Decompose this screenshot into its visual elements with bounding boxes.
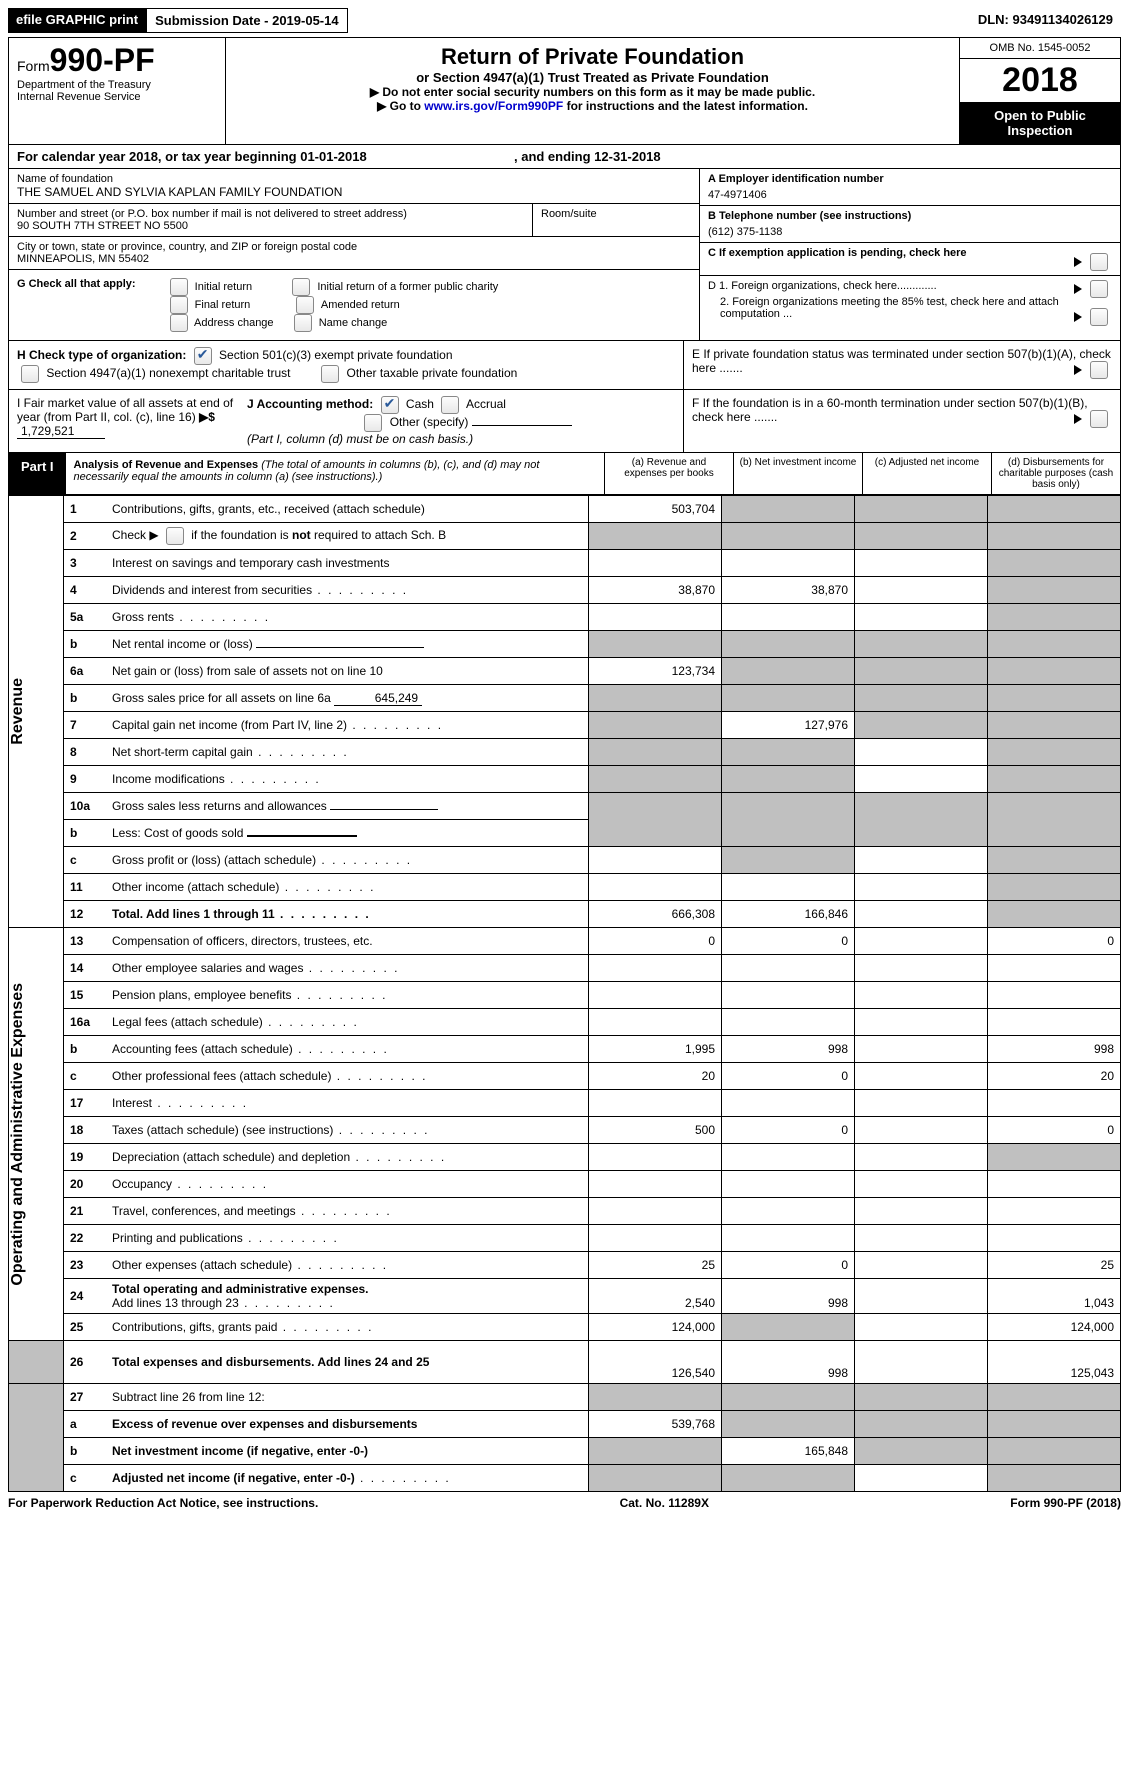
open-to-public: Open to Public Inspection (960, 102, 1120, 144)
instructions-link-line: ▶ Go to www.irs.gov/Form990PF for instru… (232, 99, 953, 113)
address-change-checkbox[interactable] (170, 314, 188, 332)
initial-return-former-checkbox[interactable] (292, 278, 310, 296)
cash-checkbox[interactable] (381, 396, 399, 414)
part-1-header: Part I Analysis of Revenue and Expenses … (8, 453, 1121, 495)
catalog-number: Cat. No. 11289X (620, 1496, 709, 1510)
exemption-pending-checkbox[interactable] (1090, 253, 1108, 271)
i-prefix: ▶$ (199, 410, 215, 424)
f-label: F If the foundation is in a 60-month ter… (692, 396, 1088, 424)
col-c-header: (c) Adjusted net income (862, 453, 991, 494)
omb-number: OMB No. 1545-0052 (960, 38, 1120, 59)
d2-label: 2. Foreign organizations meeting the 85%… (720, 296, 1059, 320)
dept-treasury: Department of the Treasury (17, 79, 217, 91)
form-title: Return of Private Foundation (232, 44, 953, 70)
revenue-side-label: Revenue (9, 678, 27, 745)
60-month-checkbox[interactable] (1090, 410, 1108, 428)
501c3-checkbox[interactable] (194, 347, 212, 365)
accrual-checkbox[interactable] (441, 396, 459, 414)
sch-b-checkbox[interactable] (166, 527, 184, 545)
name-change-checkbox[interactable] (294, 314, 312, 332)
page-footer: For Paperwork Reduction Act Notice, see … (8, 1492, 1121, 1514)
expenses-side-label: Operating and Administrative Expenses (9, 983, 27, 1286)
ssn-warning: ▶ Do not enter social security numbers o… (232, 85, 953, 99)
irs-label: Internal Revenue Service (17, 91, 217, 103)
foundation-name-label: Name of foundation (17, 173, 691, 185)
foundation-name: THE SAMUEL AND SYLVIA KAPLAN FAMILY FOUN… (17, 185, 691, 199)
4947-checkbox[interactable] (21, 365, 39, 383)
other-method-checkbox[interactable] (364, 414, 382, 432)
part-1-title: Analysis of Revenue and Expenses (74, 459, 259, 471)
form-header: Form990-PF Department of the Treasury In… (8, 37, 1121, 145)
form-number: Form990-PF (17, 42, 217, 79)
ein-label: A Employer identification number (708, 173, 1112, 185)
fmv-value: 1,729,521 (17, 424, 105, 439)
g-label: G Check all that apply: (17, 278, 136, 332)
h-label: H Check type of organization: (17, 348, 186, 362)
form-subtitle: or Section 4947(a)(1) Trust Treated as P… (232, 70, 953, 85)
col-a-header: (a) Revenue and expenses per books (604, 453, 733, 494)
top-bar: efile GRAPHIC print Submission Date - 20… (8, 8, 1121, 33)
part-1-label: Part I (9, 453, 66, 494)
phone-value: (612) 375-1138 (708, 222, 1112, 238)
final-return-checkbox[interactable] (170, 296, 188, 314)
submission-date: Submission Date - 2019-05-14 (146, 8, 348, 33)
col-d-header: (d) Disbursements for charitable purpose… (991, 453, 1120, 494)
city-value: MINNEAPOLIS, MN 55402 (17, 253, 691, 265)
entity-info: Name of foundation THE SAMUEL AND SYLVIA… (8, 169, 1121, 341)
address-label: Number and street (or P.O. box number if… (17, 208, 524, 220)
col-b-header: (b) Net investment income (733, 453, 862, 494)
j-note: (Part I, column (d) must be on cash basi… (247, 432, 473, 446)
j-label: J Accounting method: (247, 397, 373, 411)
calendar-year-line: For calendar year 2018, or tax year begi… (8, 145, 1121, 169)
address-value: 90 SOUTH 7TH STREET NO 5500 (17, 220, 524, 232)
amended-return-checkbox[interactable] (296, 296, 314, 314)
city-label: City or town, state or province, country… (17, 241, 691, 253)
paperwork-notice: For Paperwork Reduction Act Notice, see … (8, 1496, 318, 1510)
instructions-link[interactable]: www.irs.gov/Form990PF (424, 99, 563, 113)
tax-year: 2018 (960, 59, 1120, 102)
ein-value: 47-4971406 (708, 185, 1112, 201)
e-label: E If private foundation status was termi… (692, 347, 1111, 375)
dln: DLN: 93491134026129 (970, 8, 1121, 33)
room-label: Room/suite (541, 208, 691, 220)
d1-label: D 1. Foreign organizations, check here..… (708, 280, 937, 292)
efile-label: efile GRAPHIC print (8, 8, 146, 33)
c-label: C If exemption application is pending, c… (708, 247, 967, 259)
foreign-85-checkbox[interactable] (1090, 308, 1108, 326)
phone-label: B Telephone number (see instructions) (708, 210, 1112, 222)
other-taxable-checkbox[interactable] (321, 365, 339, 383)
status-terminated-checkbox[interactable] (1090, 361, 1108, 379)
initial-return-checkbox[interactable] (170, 278, 188, 296)
form-footer-label: Form 990-PF (2018) (1010, 1496, 1121, 1510)
part-1-table: Revenue 1Contributions, gifts, grants, e… (8, 495, 1121, 1492)
section-h-i-j: H Check type of organization: Section 50… (8, 341, 1121, 453)
